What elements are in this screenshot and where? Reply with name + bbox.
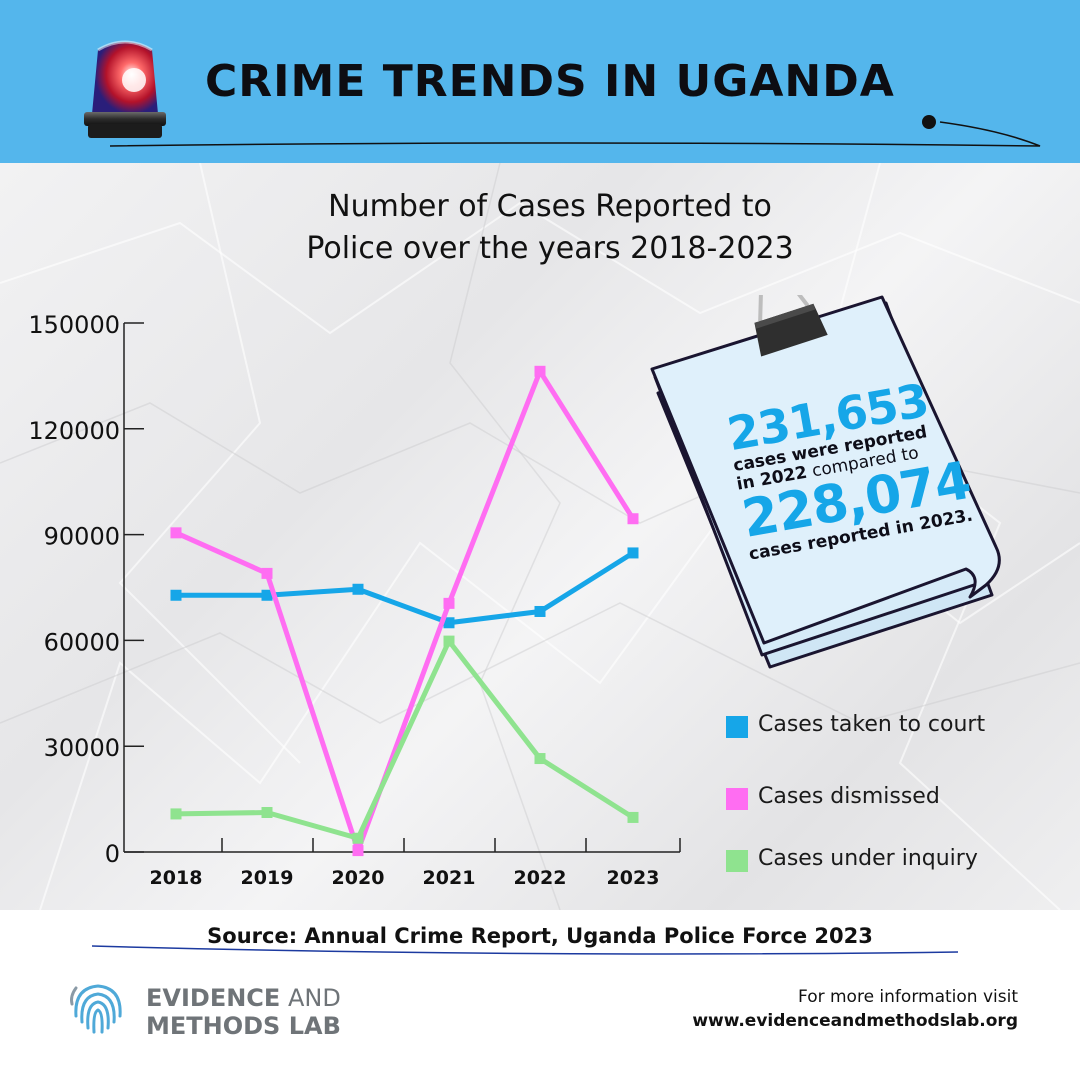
source-citation: Source: Annual Crime Report, Uganda Poli… <box>207 924 873 948</box>
page-title: CRIME TRENDS IN UGANDA <box>205 56 895 107</box>
footer-info-label: For more information visit <box>798 987 1018 1007</box>
siren-icon <box>84 40 166 138</box>
y-tick-label: 0 <box>105 840 120 868</box>
header-swoosh-decoration <box>109 115 1041 147</box>
x-tick-label: 2022 <box>514 867 567 889</box>
data-point <box>443 597 455 609</box>
x-tick-label: 2018 <box>150 867 203 889</box>
data-point <box>627 513 639 525</box>
brand-line-1-bold: EVIDENCE <box>146 984 281 1012</box>
series-line <box>175 638 635 841</box>
data-point <box>534 365 546 377</box>
x-tick-label: 2020 <box>332 867 385 889</box>
data-point <box>352 845 364 857</box>
x-tick-label: 2019 <box>241 867 294 889</box>
series-1 <box>170 365 639 857</box>
legend-swatch-court <box>726 716 748 738</box>
data-point <box>627 811 639 823</box>
brand-line-1-light: AND <box>280 984 341 1012</box>
legend-label-inquiry: Cases under inquiry <box>758 846 978 871</box>
data-point <box>170 808 182 820</box>
chart-title: Number of Cases Reported to Police over … <box>190 186 910 270</box>
y-tick-label: 150000 <box>28 311 120 339</box>
chart-series <box>170 365 639 857</box>
series-0 <box>170 547 639 629</box>
data-point <box>627 547 639 559</box>
brand-logo-text: EVIDENCE AND METHODS LAB <box>146 984 341 1040</box>
x-tick-label: 2021 <box>423 867 476 889</box>
data-point <box>443 635 455 647</box>
data-point <box>352 832 364 844</box>
data-point <box>261 589 273 601</box>
data-point <box>170 589 182 601</box>
data-point <box>534 753 546 765</box>
data-point <box>170 527 182 539</box>
y-tick-label: 120000 <box>28 417 120 445</box>
data-point <box>261 567 273 579</box>
source-underline-decoration <box>91 945 959 955</box>
brand-line-2: METHODS LAB <box>146 1012 341 1040</box>
series-2 <box>170 635 639 844</box>
data-point <box>352 583 364 595</box>
legend-swatch-dismissed <box>726 788 748 810</box>
binder-clip-icon <box>754 295 828 357</box>
fingerprint-logo-icon <box>70 984 122 1034</box>
legend-swatch-inquiry <box>726 850 748 872</box>
series-line <box>174 368 636 854</box>
legend-label-court: Cases taken to court <box>758 712 986 737</box>
chart-axes: 0 30000 60000 90000 120000 150000 2018 2019 2020… <box>28 311 681 889</box>
data-point <box>261 807 273 819</box>
chart-title-line-2: Police over the years 2018-2023 <box>306 231 794 266</box>
y-tick-label: 60000 <box>44 628 120 656</box>
y-tick-label: 30000 <box>44 734 120 762</box>
header-banner: CRIME TRENDS IN UGANDA <box>0 0 1080 163</box>
data-point <box>534 605 546 617</box>
sticky-note <box>650 295 1001 669</box>
series-line <box>176 550 635 626</box>
chart-title-line-1: Number of Cases Reported to <box>328 189 772 224</box>
legend-label-dismissed: Cases dismissed <box>758 784 940 809</box>
data-point <box>443 617 455 629</box>
y-tick-label: 90000 <box>44 523 120 551</box>
x-tick-label: 2023 <box>607 867 660 889</box>
footer-info: For more information visit www.evidencea… <box>692 985 1018 1033</box>
footer-website-link[interactable]: www.evidenceandmethodslab.org <box>692 1011 1018 1031</box>
